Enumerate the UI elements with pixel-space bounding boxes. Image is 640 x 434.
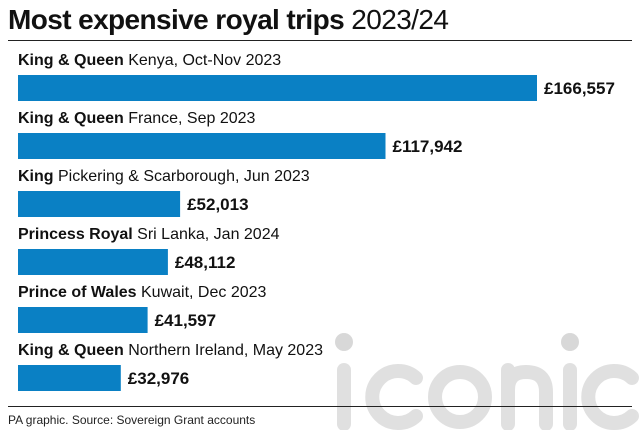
- category-label-who: King: [18, 168, 54, 185]
- category-label-who: Prince of Wales: [18, 284, 137, 301]
- category-label: King & Queen Northern Ireland, May 2023: [18, 342, 323, 359]
- category-label-who: King & Queen: [18, 110, 124, 127]
- category-label: King & Queen France, Sep 2023: [18, 110, 256, 127]
- value-label: £52,013: [187, 195, 248, 214]
- bar: [18, 307, 148, 333]
- title-divider: [8, 40, 632, 41]
- category-label-where: Kenya, Oct-Nov 2023: [124, 52, 282, 69]
- chart-title-main: Most expensive royal trips: [8, 4, 345, 35]
- value-label: £48,112: [175, 253, 236, 272]
- category-label-where: Pickering & Scarborough, Jun 2023: [54, 168, 310, 185]
- iconic-watermark-logo: [335, 333, 639, 430]
- category-label-where: Sri Lanka, Jan 2024: [133, 226, 280, 243]
- category-label-where: Northern Ireland, May 2023: [124, 342, 323, 359]
- category-label: Prince of Wales Kuwait, Dec 2023: [18, 284, 267, 301]
- value-label: £166,557: [544, 79, 615, 98]
- category-label-where: Kuwait, Dec 2023: [137, 284, 267, 301]
- category-label-who: Princess Royal: [18, 226, 133, 243]
- category-label: King Pickering & Scarborough, Jun 2023: [18, 168, 310, 185]
- bar: [18, 249, 168, 275]
- category-label: Princess Royal Sri Lanka, Jan 2024: [18, 226, 280, 243]
- value-label: £117,942: [393, 137, 463, 156]
- category-label-who: King & Queen: [18, 342, 124, 359]
- bar-chart: King & Queen Kenya, Oct-Nov 2023 £166,557…: [18, 52, 615, 391]
- value-label: £32,976: [128, 369, 189, 388]
- value-label: £41,597: [155, 311, 216, 330]
- category-label: King & Queen Kenya, Oct-Nov 2023: [18, 52, 281, 69]
- bar: [18, 365, 121, 391]
- footer-divider: [8, 406, 632, 407]
- chart-title: Most expensive royal trips 2023/24: [8, 3, 449, 37]
- chart-title-period: 2023/24: [351, 4, 449, 35]
- category-label-who: King & Queen: [18, 52, 124, 69]
- bar: [18, 75, 537, 101]
- source-note: PA graphic. Source: Sovereign Grant acco…: [8, 413, 256, 427]
- category-label-where: France, Sep 2023: [124, 110, 256, 127]
- bar: [18, 133, 386, 159]
- bar: [18, 191, 181, 217]
